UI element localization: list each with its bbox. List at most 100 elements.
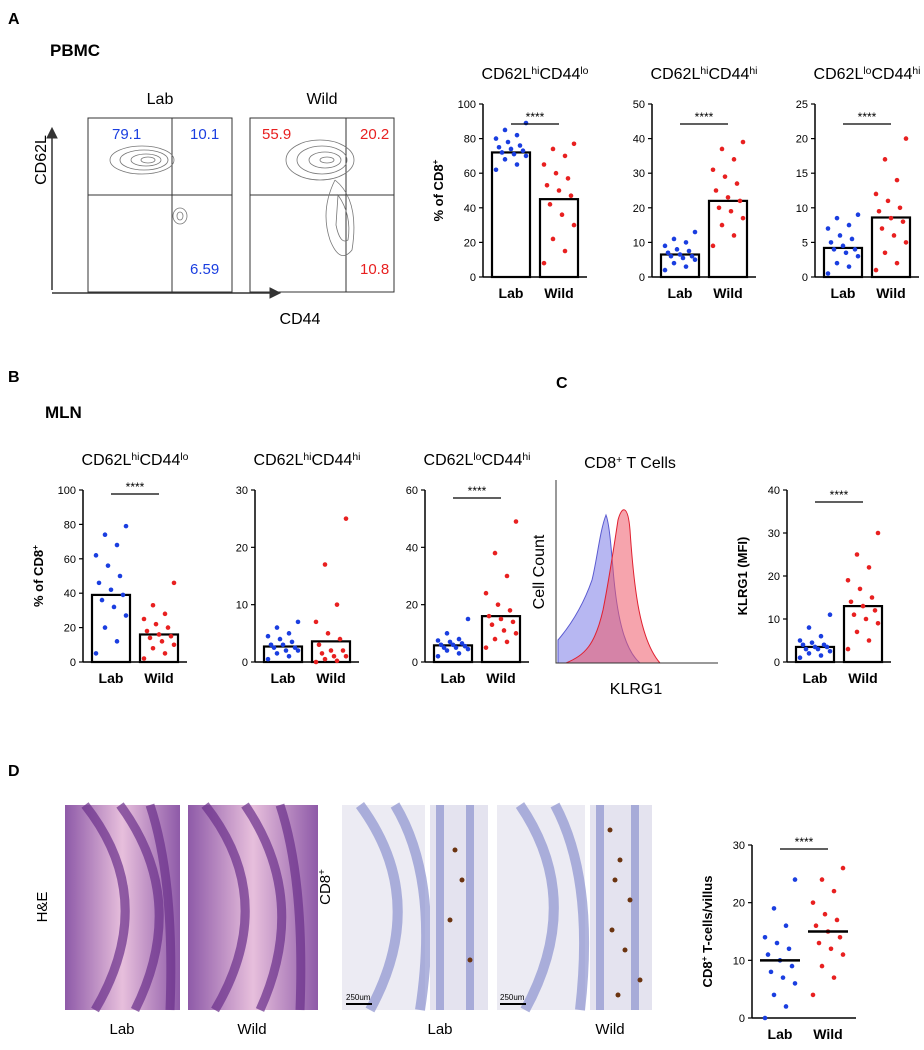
data-point [571,222,577,228]
data-point [501,628,507,633]
y-tick-label: 40 [464,203,476,215]
data-point [541,260,547,266]
text-part: T Cells [622,455,676,472]
data-point [848,599,854,605]
scale-bar-label: 250um [346,993,371,1002]
bar [538,198,580,279]
data-point [837,934,843,940]
quadrant-value: 55.9 [262,126,291,143]
bar [842,604,884,664]
hist-ylabel: Cell Count [531,534,548,609]
quadrant-value: 10.8 [360,261,389,278]
data-point [834,917,840,923]
y-tick-label: 30 [236,485,248,497]
y-tick-label: 20 [733,898,745,910]
data-point [111,604,117,610]
data-point [882,157,888,162]
data-point [274,625,280,630]
data-point [331,653,337,659]
x-tick-label: Lab [499,285,524,301]
data-point [274,651,280,656]
y-tick-label: 60 [64,554,76,566]
data-point [502,127,508,133]
data-point [141,616,147,622]
image-label: Lab [109,1021,134,1038]
x-tick-label: Wild [813,1026,842,1042]
data-point [689,253,695,259]
image-label: Wild [595,1021,624,1038]
data-point [523,153,529,159]
text-part: + [317,869,328,875]
data-point [849,236,855,242]
data-point [831,247,837,252]
bar [480,615,522,664]
y-axis-label: % of CD8+ [430,159,446,221]
data-point [797,638,803,643]
x-tick-label: Wild [713,285,742,301]
text-part: CD62L [424,452,474,469]
data-point [505,139,511,145]
data-point [671,260,677,266]
data-point [674,247,680,252]
data-point [96,580,102,586]
data-point [93,553,99,558]
data-point [797,655,803,660]
data-point [731,233,737,238]
data-point [483,590,489,596]
x-tick-label: Wild [144,670,173,686]
data-point [840,243,846,249]
data-point [444,648,450,653]
data-point [671,236,677,242]
data-point [322,656,328,662]
data-point [816,940,822,946]
data-point [319,651,325,656]
data-point [286,631,292,636]
x-tick-label: Lab [803,670,828,686]
bar [707,199,749,279]
y-tick-label: 20 [64,623,76,635]
data-point [337,636,343,642]
data-point [854,552,860,557]
data-point [875,530,881,536]
data-point [334,658,340,664]
data-point [295,619,301,625]
data-point [499,150,505,155]
x-tick-label: Wild [486,670,515,686]
data-point [510,619,516,625]
data-point [882,250,888,256]
data-point [507,608,513,613]
text-part: CD44 [311,452,352,469]
data-point [851,612,857,617]
image-row-label: CD8+ [317,869,335,905]
data-point [444,631,450,636]
data-point [343,653,349,659]
data-point [668,253,674,259]
data-point [465,646,471,652]
data-point [435,653,441,659]
significance-label: **** [468,484,487,498]
text-part: hi [912,66,920,77]
y-tick-label: 20 [236,542,248,554]
data-point [562,153,568,159]
data-point [737,198,743,204]
y-tick-label: 5 [802,237,808,249]
y-tick-label: 30 [733,840,745,852]
panel-label: D [8,763,20,780]
data-point [828,946,834,952]
y-tick-label: 0 [412,657,418,669]
data-point [156,632,162,637]
y-tick-label: 40 [633,134,645,146]
tissue-label: PBMC [50,41,100,60]
text-part: hi [749,66,757,77]
x-tick-label: Lab [271,670,296,686]
bar [490,151,532,279]
data-point [710,243,716,249]
y-tick-label: 20 [464,237,476,249]
y-tick-label: 40 [768,485,780,497]
y-tick-label: 100 [458,99,476,111]
data-point [513,519,519,524]
data-point [897,205,903,211]
text-part: CD44 [539,66,580,83]
data-point [328,648,334,653]
